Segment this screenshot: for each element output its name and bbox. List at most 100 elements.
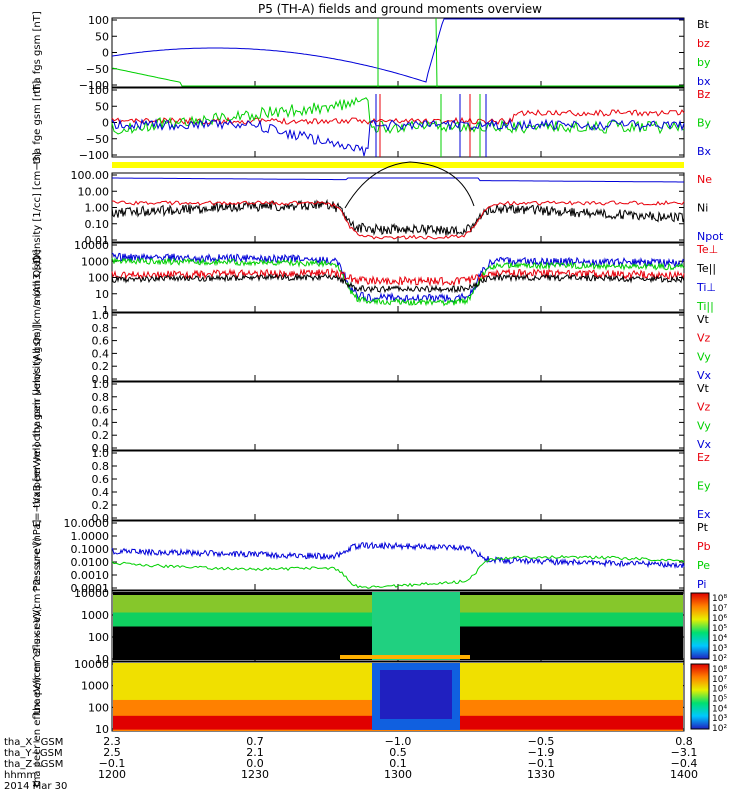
y-tick-label: 10 bbox=[95, 288, 109, 301]
series-ni-arc bbox=[344, 161, 475, 209]
figure-title: P5 (TH-A) fields and ground moments over… bbox=[258, 2, 542, 16]
colorbar-tick-label: 10³ bbox=[712, 714, 727, 724]
y-tick-label: 0.6 bbox=[92, 404, 110, 417]
y-tick-label: 1.0 bbox=[92, 378, 110, 391]
x-row-value: 0.1 bbox=[389, 757, 407, 770]
y-tick-label: 10000 bbox=[74, 239, 109, 252]
x-row-label: tha_Z−GSM bbox=[4, 759, 63, 770]
legend-entry: Vz bbox=[697, 401, 711, 414]
series-te-par bbox=[111, 272, 685, 294]
x-row-value: 0.7 bbox=[246, 735, 264, 748]
y-tick-label: 10 bbox=[95, 723, 109, 736]
legend-entry: Bt bbox=[697, 18, 710, 31]
y-tick-label: 0.6 bbox=[92, 335, 110, 348]
y-tick-label: 100 bbox=[88, 272, 109, 285]
legend-entry: by bbox=[697, 56, 711, 69]
y-tick-label: 0.0100 bbox=[71, 556, 110, 569]
x-row-label: tha_X−GSM bbox=[4, 737, 63, 748]
spectrogram-sheet-region bbox=[372, 592, 460, 660]
x-row-value: 0.0 bbox=[246, 757, 264, 770]
series-npot bbox=[112, 177, 684, 183]
legend-entry: Bx bbox=[697, 145, 712, 158]
y-tick-label: 100 bbox=[88, 701, 109, 714]
y-tick-label: 0.8 bbox=[92, 460, 110, 473]
x-axis-block: tha_X−GSM 2.3 0.7 −1.0 −0.5 0.8 tha_Y−GSM 2.5 2.… bbox=[4, 735, 698, 792]
panel-2-series bbox=[111, 94, 685, 157]
y-tick-label: 0.4 bbox=[92, 416, 110, 429]
y-tick-label: 0.0 bbox=[92, 373, 110, 386]
series-ne bbox=[111, 200, 685, 240]
y-axis-label: mom3 [eV] bbox=[32, 249, 43, 305]
panel-3-series bbox=[111, 161, 685, 240]
x-row-value: −0.5 bbox=[528, 735, 555, 748]
legend-entry: Pt bbox=[697, 521, 709, 534]
legend-entry: Vy bbox=[697, 419, 711, 432]
y-tick-label: −100 bbox=[79, 149, 109, 162]
y-tick-label: 0.0001 bbox=[71, 582, 110, 595]
y-tick-label: 100 bbox=[88, 631, 109, 644]
y-tick-label: 0.0010 bbox=[71, 569, 110, 582]
y-tick-label: 50 bbox=[95, 100, 109, 113]
x-axis-date: 2014 Mar 30 bbox=[4, 781, 67, 792]
y-axis-label: tha peir en eflux eV/(cm^2-s-sr-eV) bbox=[32, 537, 43, 715]
colorbar-tick-label: 10⁵ bbox=[712, 624, 727, 634]
y-tick-label: 0.1000 bbox=[71, 543, 110, 556]
y-tick-label: 0.4 bbox=[92, 486, 110, 499]
panel-4-series bbox=[111, 252, 685, 307]
legend-entry: Vt bbox=[697, 313, 710, 326]
x-row-value: 2.5 bbox=[103, 746, 121, 759]
y-axis-label: E=−VxB [mV/m] bbox=[32, 444, 43, 527]
series-by bbox=[111, 67, 684, 87]
x-row-value: 0.8 bbox=[675, 735, 693, 748]
legend-entry: Pi bbox=[697, 578, 706, 591]
x-row-label: hhmm bbox=[4, 770, 36, 781]
y-tick-label: 0.2 bbox=[92, 429, 110, 442]
y-tick-label: 0.2 bbox=[92, 499, 110, 512]
y-tick-label: 1.0 bbox=[92, 447, 110, 460]
colorbar-tick-label: 10² bbox=[712, 654, 727, 664]
y-tick-label: 100 bbox=[88, 14, 109, 27]
x-row-value: −1.0 bbox=[385, 735, 412, 748]
x-row-value: 1230 bbox=[241, 768, 269, 781]
y-tick-label: 10 bbox=[95, 653, 109, 666]
series-ti-par bbox=[111, 256, 685, 307]
x-row-value: 1330 bbox=[527, 768, 555, 781]
y-tick-label: −50 bbox=[86, 133, 109, 146]
legend-entry: Pe bbox=[697, 559, 710, 572]
series-by-jump bbox=[435, 17, 438, 88]
legend-entry: By bbox=[697, 117, 712, 130]
y-tick-label: 100 bbox=[88, 84, 109, 97]
series-pe bbox=[111, 554, 685, 589]
colorbar-tick-label: 10³ bbox=[712, 644, 727, 654]
y-axis-label: tha fgs gsm [nT] bbox=[32, 11, 43, 94]
y-tick-label: 0.8 bbox=[92, 391, 110, 404]
panel-frame bbox=[111, 520, 685, 591]
spectrogram-sheet-core bbox=[380, 670, 452, 719]
y-tick-label: 0.6 bbox=[92, 473, 110, 486]
colorbar-tick-label: 10⁴ bbox=[712, 634, 727, 644]
colorbar-tick-label: 10⁶ bbox=[712, 685, 727, 695]
series-bx bbox=[111, 118, 685, 157]
colorbar-tick-label: 10⁷ bbox=[712, 675, 727, 685]
y-tick-label: 0.0 bbox=[92, 512, 110, 525]
legend-entry: Ez bbox=[697, 451, 710, 464]
colorbar-tick-label: 10⁶ bbox=[712, 614, 727, 624]
y-tick-label: 0 bbox=[102, 117, 109, 130]
series-ti-perp bbox=[111, 252, 685, 304]
panel-3: 100.00 10.00 1.00 0.10 0.01 Density [1/cc] [c… bbox=[32, 152, 724, 263]
panel-9: 10000 1000 100 10 tha peir en eflux eV/(cm^2… bbox=[32, 537, 727, 715]
y-axis-label: tha peir velocity gsm [km/s (All Qs)] bbox=[32, 257, 43, 438]
colorbar bbox=[690, 663, 710, 730]
y-tick-label: 0.01 bbox=[85, 234, 110, 247]
colorbar-tick-label: 10⁷ bbox=[712, 604, 727, 614]
x-row-value: 1200 bbox=[98, 768, 126, 781]
legend-entry: Te|| bbox=[696, 262, 716, 275]
panel-frame bbox=[111, 312, 685, 382]
x-row-value: 0.5 bbox=[389, 746, 407, 759]
legend-entry: Vx bbox=[697, 438, 712, 451]
y-tick-label: 10.0000 bbox=[64, 517, 110, 530]
